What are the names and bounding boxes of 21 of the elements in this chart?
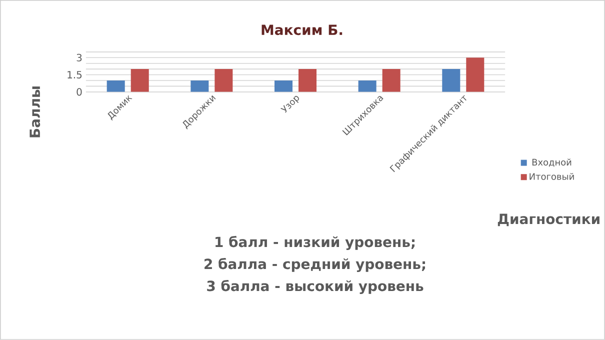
bar [466, 58, 484, 92]
legend-label: Входной [532, 158, 572, 167]
bar [130, 69, 149, 92]
legend-label: Итоговый [530, 172, 574, 180]
bar [298, 69, 317, 92]
x-axis-title: Диагностики [498, 214, 600, 226]
y-tick-label: 1.5 [68, 71, 82, 79]
y-tick-label: 0 [76, 88, 82, 96]
bar [274, 80, 293, 92]
text: 1 балл - низкий уровень; [216, 236, 414, 250]
y-tick-label: 3 [76, 54, 82, 62]
bar [214, 69, 233, 92]
text: 2 балла - средний уровень; [204, 258, 426, 272]
y-axis-title: Баллы [30, 86, 40, 138]
bar [190, 80, 209, 92]
chart-title: Максим Б. [262, 24, 342, 36]
bar [358, 80, 376, 92]
bar [382, 69, 400, 92]
bar [442, 69, 460, 92]
bar [106, 80, 125, 92]
text: 3 балла - высокий уровень [207, 280, 424, 294]
